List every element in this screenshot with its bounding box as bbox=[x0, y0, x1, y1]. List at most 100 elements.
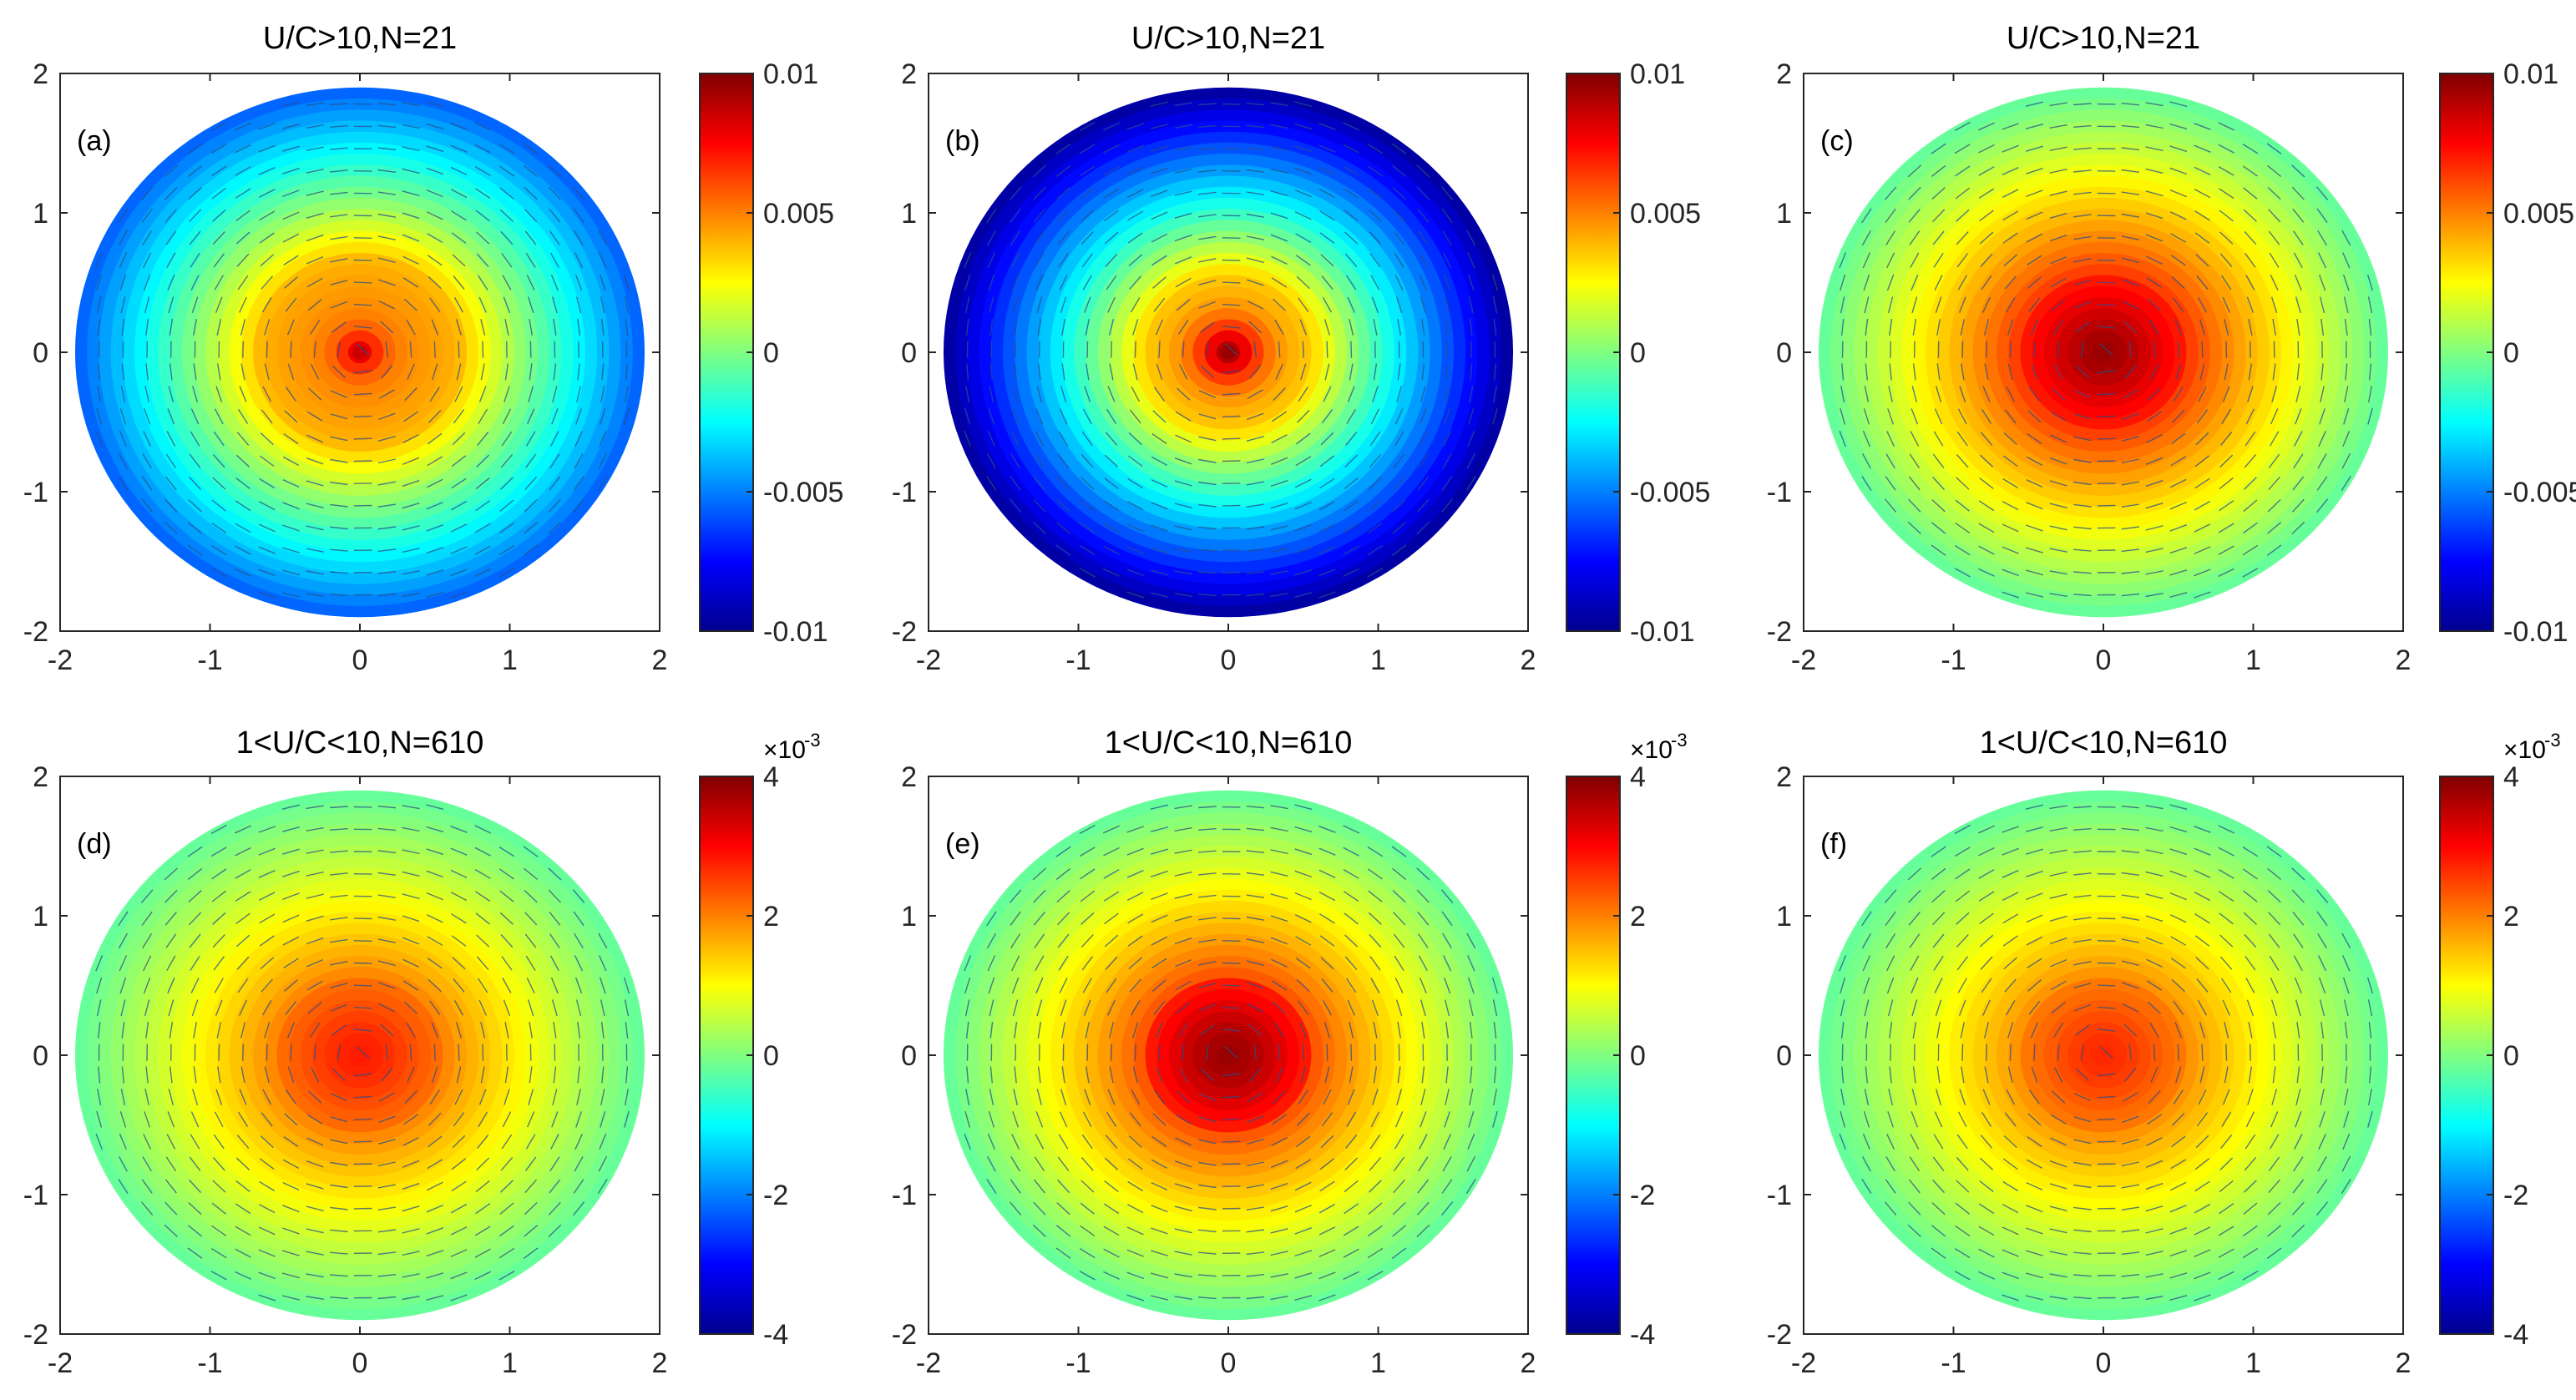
x-tick-label: -1 bbox=[1065, 644, 1091, 676]
quiver-arrow bbox=[2294, 1134, 2303, 1150]
quiver-arrow bbox=[402, 146, 420, 152]
quiver-arrow bbox=[524, 1156, 537, 1171]
quiver-arrow bbox=[1393, 912, 1406, 926]
quiver-arrow bbox=[1494, 1066, 1497, 1084]
quiver-arrow bbox=[2121, 1206, 2140, 1210]
quiver-arrow bbox=[164, 1201, 178, 1216]
quiver-arrow bbox=[169, 1021, 174, 1039]
quiver-arrow bbox=[2049, 457, 2067, 465]
quiver-arrow bbox=[989, 296, 994, 314]
quiver-arrow bbox=[1103, 523, 1120, 533]
quiver-arrow bbox=[2218, 868, 2234, 879]
quiver-arrow bbox=[2293, 230, 2304, 245]
quiver-arrow bbox=[426, 914, 443, 923]
quiver-arrow bbox=[1126, 523, 1144, 533]
quiver-arrow bbox=[1057, 1156, 1070, 1171]
quiver-arrow bbox=[524, 933, 537, 948]
quiver-arrow bbox=[1394, 252, 1404, 268]
quiver-arrow bbox=[377, 548, 397, 553]
quiver-arrow bbox=[378, 1092, 395, 1102]
quiver-arrow bbox=[1273, 1090, 1286, 1104]
quiver-arrow bbox=[1103, 188, 1120, 199]
quiver-arrow bbox=[1033, 208, 1045, 223]
quiver-arrow bbox=[1840, 1089, 1845, 1106]
quiver-arrow bbox=[480, 319, 486, 336]
quiver-arrow bbox=[1909, 933, 1921, 948]
quiver-arrow bbox=[1080, 1202, 1095, 1215]
quiver-arrow bbox=[573, 476, 585, 491]
quiver-arrow bbox=[2320, 318, 2325, 336]
quiver-arrow bbox=[1253, 341, 1258, 358]
quiver-arrow bbox=[2224, 1022, 2229, 1039]
quiver-arrow bbox=[2219, 891, 2234, 902]
quiver-arrow bbox=[402, 958, 419, 968]
quiver-arrow bbox=[504, 1021, 509, 1039]
quiver-arrow bbox=[2291, 521, 2305, 535]
quiver-arrow bbox=[1270, 893, 1288, 900]
quiver-arrow bbox=[284, 979, 298, 992]
quiver-arrow bbox=[2073, 571, 2092, 574]
quiver-arrow bbox=[1442, 1156, 1452, 1172]
quiver-arrow bbox=[2369, 363, 2372, 381]
quiver-arrow bbox=[501, 1134, 513, 1150]
x-tick-label: -1 bbox=[1941, 1347, 1966, 1379]
quiver-arrow bbox=[2270, 275, 2279, 291]
quiver-arrow bbox=[1933, 431, 1944, 447]
quiver-arrow bbox=[600, 296, 605, 314]
quiver-arrow bbox=[1419, 977, 1427, 994]
quiver-arrow bbox=[2343, 407, 2350, 425]
quiver-arrow bbox=[1174, 190, 1192, 196]
quiver-arrow bbox=[402, 1228, 420, 1234]
quiver-arrow bbox=[1151, 1136, 1167, 1148]
quiver-arrow bbox=[2291, 164, 2305, 178]
quiver-arrow bbox=[1840, 274, 1846, 291]
quiver-arrow bbox=[210, 847, 227, 857]
quiver-arrow bbox=[1128, 1135, 1142, 1149]
quiver-arrow bbox=[2367, 296, 2373, 314]
quiver-arrow bbox=[377, 938, 396, 943]
quiver-arrow bbox=[1060, 999, 1067, 1017]
quiver-arrow bbox=[474, 1271, 492, 1281]
quiver-arrow bbox=[2171, 275, 2185, 290]
quiver-arrow bbox=[1319, 210, 1335, 221]
quiver-arrow bbox=[500, 453, 514, 468]
quiver-arrow bbox=[1931, 143, 1946, 154]
plot-title: U/C>10,N=21 bbox=[1131, 21, 1325, 56]
quiver-arrow bbox=[478, 386, 487, 402]
colorbar-tick-label: 0.005 bbox=[763, 198, 834, 230]
colorbar bbox=[2439, 776, 2494, 1335]
quiver-arrow bbox=[1198, 1184, 1217, 1189]
quiver-arrow bbox=[1441, 911, 1453, 927]
quiver-arrow bbox=[2073, 1296, 2092, 1300]
quiver-arrow bbox=[2266, 544, 2282, 556]
quiver-arrow bbox=[215, 999, 223, 1016]
x-tick-label: 1 bbox=[2245, 644, 2261, 676]
quiver-arrow bbox=[1418, 955, 1428, 972]
quiver-vectors bbox=[964, 804, 1499, 1301]
quiver-arrow bbox=[524, 1179, 538, 1194]
quiver-arrow bbox=[1246, 279, 1264, 286]
quiver-arrow bbox=[426, 592, 444, 598]
quiver-arrow bbox=[450, 826, 468, 833]
quiver-arrow bbox=[258, 826, 276, 833]
quiver-arrow bbox=[1294, 826, 1313, 833]
quiver-arrow bbox=[550, 274, 559, 291]
quiver-arrow bbox=[1492, 999, 1498, 1017]
quiver-arrow bbox=[191, 999, 199, 1017]
quiver-arrow bbox=[2316, 1179, 2328, 1194]
quiver-arrow bbox=[1034, 453, 1045, 469]
quiver-arrow bbox=[330, 124, 348, 128]
quiver-arrow bbox=[258, 1294, 276, 1301]
quiver-arrow bbox=[426, 1295, 444, 1301]
quiver-arrow bbox=[1978, 523, 1995, 533]
quiver-arrow bbox=[1954, 1271, 1971, 1281]
quiver-arrow bbox=[306, 190, 324, 196]
y-tick-label: 1 bbox=[901, 198, 917, 230]
quiver-arrow bbox=[1271, 1137, 1288, 1147]
quiver-arrow bbox=[1270, 1273, 1288, 1278]
quiver-arrow bbox=[1470, 363, 1473, 381]
quiver-arrow bbox=[432, 363, 438, 381]
quiver-arrow bbox=[2007, 363, 2013, 381]
quiver-arrow bbox=[2050, 434, 2067, 443]
quiver-arrow bbox=[986, 452, 996, 469]
